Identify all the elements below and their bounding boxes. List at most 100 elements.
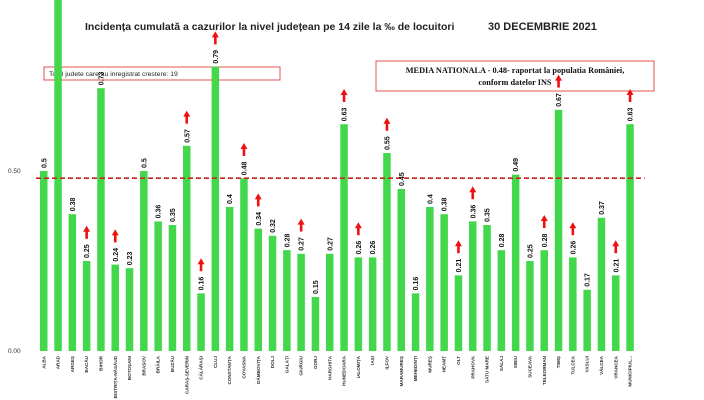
data-label: 0.67 (556, 93, 563, 107)
bar (82, 261, 91, 351)
chart-title: Incidența cumulată a cazurilor la nivel … (85, 21, 454, 33)
bar (411, 293, 420, 351)
data-label: 0.5 (141, 158, 148, 168)
increase-arrow (612, 240, 620, 254)
data-label: 0.28 (499, 233, 506, 247)
bar (526, 261, 534, 351)
bar (569, 257, 577, 351)
increase-arrow (297, 218, 305, 232)
bar (40, 171, 48, 351)
x-category-label: VASLUI (585, 356, 590, 373)
bar (454, 275, 463, 351)
chart-date: 30 DECEMBRIE 2021 (488, 21, 597, 33)
increase-arrow (111, 229, 119, 243)
data-label: 0.38 (70, 197, 77, 211)
data-label: 0.37 (599, 201, 606, 215)
x-category-label: CLUJ (213, 356, 218, 368)
bar (211, 66, 220, 351)
data-label: 0.63 (342, 107, 349, 121)
x-category-label: ARGEȘ (70, 356, 76, 372)
bar (54, 0, 62, 352)
data-label: 0.16 (413, 277, 420, 291)
bar (383, 153, 391, 351)
data-label: 0.35 (485, 208, 492, 222)
x-category-label: OLT (456, 356, 461, 365)
data-label: 0.27 (299, 237, 306, 251)
data-label: 0.45 (399, 172, 406, 186)
x-category-label: PRAHOVA (470, 355, 475, 378)
bar (497, 250, 506, 351)
data-label: 0.35 (170, 208, 177, 222)
data-label: 0.4 (227, 194, 234, 204)
increase-arrow (254, 193, 262, 207)
data-label: 0.26 (370, 241, 377, 255)
y-tick-label: 0.00 (8, 348, 21, 355)
x-category-label: MARAMUREȘ (399, 356, 405, 386)
y-tick-label: 0.50 (8, 168, 21, 175)
x-category-label: GORJ (313, 356, 318, 369)
x-category-label: BRĂILA (155, 355, 161, 373)
bar (197, 293, 205, 351)
data-label: 0.16 (199, 277, 206, 291)
increase-arrow (197, 258, 205, 272)
bar (297, 253, 305, 351)
data-label: 0.24 (113, 248, 120, 262)
x-category-label: MEHEDINȚI (413, 356, 418, 381)
bar (626, 124, 634, 351)
x-category-label: CĂLĂRAȘI (198, 356, 205, 380)
data-label: 0.26 (570, 241, 577, 255)
data-label: 0.4 (427, 194, 434, 204)
national-average-box (375, 60, 655, 92)
bar (354, 257, 363, 351)
bar (268, 235, 277, 351)
x-category-label: CONSTANȚA (227, 355, 232, 384)
data-label: 0.79 (213, 50, 220, 64)
info-box (43, 66, 281, 81)
bar (311, 297, 320, 351)
x-category-label: GIURGIU (299, 355, 304, 375)
bar (225, 207, 234, 351)
data-label: 0.55 (384, 136, 391, 150)
increase-arrows (83, 31, 634, 272)
bar (68, 214, 77, 351)
data-label: 0.36 (156, 205, 163, 219)
x-category-label: IALOMIȚA (356, 355, 361, 378)
x-category-label: ILFOV (384, 355, 389, 369)
x-category-label: BRAȘOV (141, 355, 147, 376)
increase-arrow (83, 225, 91, 239)
info-box-text: Total judete care au inregistrat crester… (49, 71, 178, 78)
bar (154, 221, 162, 351)
increase-arrow (454, 240, 462, 254)
x-category-label: TIMIȘ (556, 356, 562, 368)
x-axis-labels: ALBA ARAD ARGEȘ BACĂU BIHOR BISTRIȚA-NĂSĂUD BO… (41, 355, 632, 398)
data-label: 0.15 (313, 280, 320, 294)
data-label: 0.28 (284, 233, 291, 247)
x-category-label: MUNICIPIUL... (628, 356, 633, 387)
data-label: 0.21 (456, 259, 463, 273)
bar (140, 171, 148, 351)
data-label: 0.32 (270, 219, 277, 233)
bar (554, 109, 563, 351)
data-label: 0.49 (513, 158, 520, 172)
data-label: 0.23 (127, 251, 134, 265)
data-label: 0.34 (256, 212, 263, 226)
data-label: 0.73 (98, 71, 105, 85)
national-average-line2: conform datelor INS (478, 78, 552, 87)
x-category-label: GALAȚI (284, 356, 289, 373)
increase-arrow (240, 143, 248, 156)
data-label: 0.25 (84, 244, 91, 258)
bar (125, 268, 134, 351)
national-average-line1: MEDIA NATIONALA - 0.48- raportat la popu… (406, 66, 625, 75)
increase-arrow (183, 110, 191, 124)
x-category-label: HUNEDOARA (342, 355, 347, 386)
bar (426, 207, 434, 351)
increase-arrow (340, 89, 348, 102)
bar (168, 225, 177, 351)
data-label: 0.38 (442, 197, 449, 211)
increase-arrow (354, 222, 362, 236)
bar (583, 289, 591, 351)
x-category-label: TULCEA (570, 355, 575, 374)
increase-arrow (383, 117, 391, 131)
increase-arrow (211, 31, 219, 45)
